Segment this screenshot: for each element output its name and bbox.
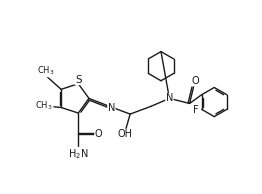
Text: N: N xyxy=(108,103,115,113)
Text: N: N xyxy=(166,93,173,103)
Text: CH$_3$: CH$_3$ xyxy=(37,64,54,77)
Text: CH$_3$: CH$_3$ xyxy=(35,100,53,112)
Text: O: O xyxy=(191,76,199,86)
Text: S: S xyxy=(75,74,82,85)
Text: OH: OH xyxy=(117,129,132,139)
Text: F: F xyxy=(193,105,199,115)
Text: O: O xyxy=(95,129,102,139)
Text: H$_2$N: H$_2$N xyxy=(68,147,89,161)
